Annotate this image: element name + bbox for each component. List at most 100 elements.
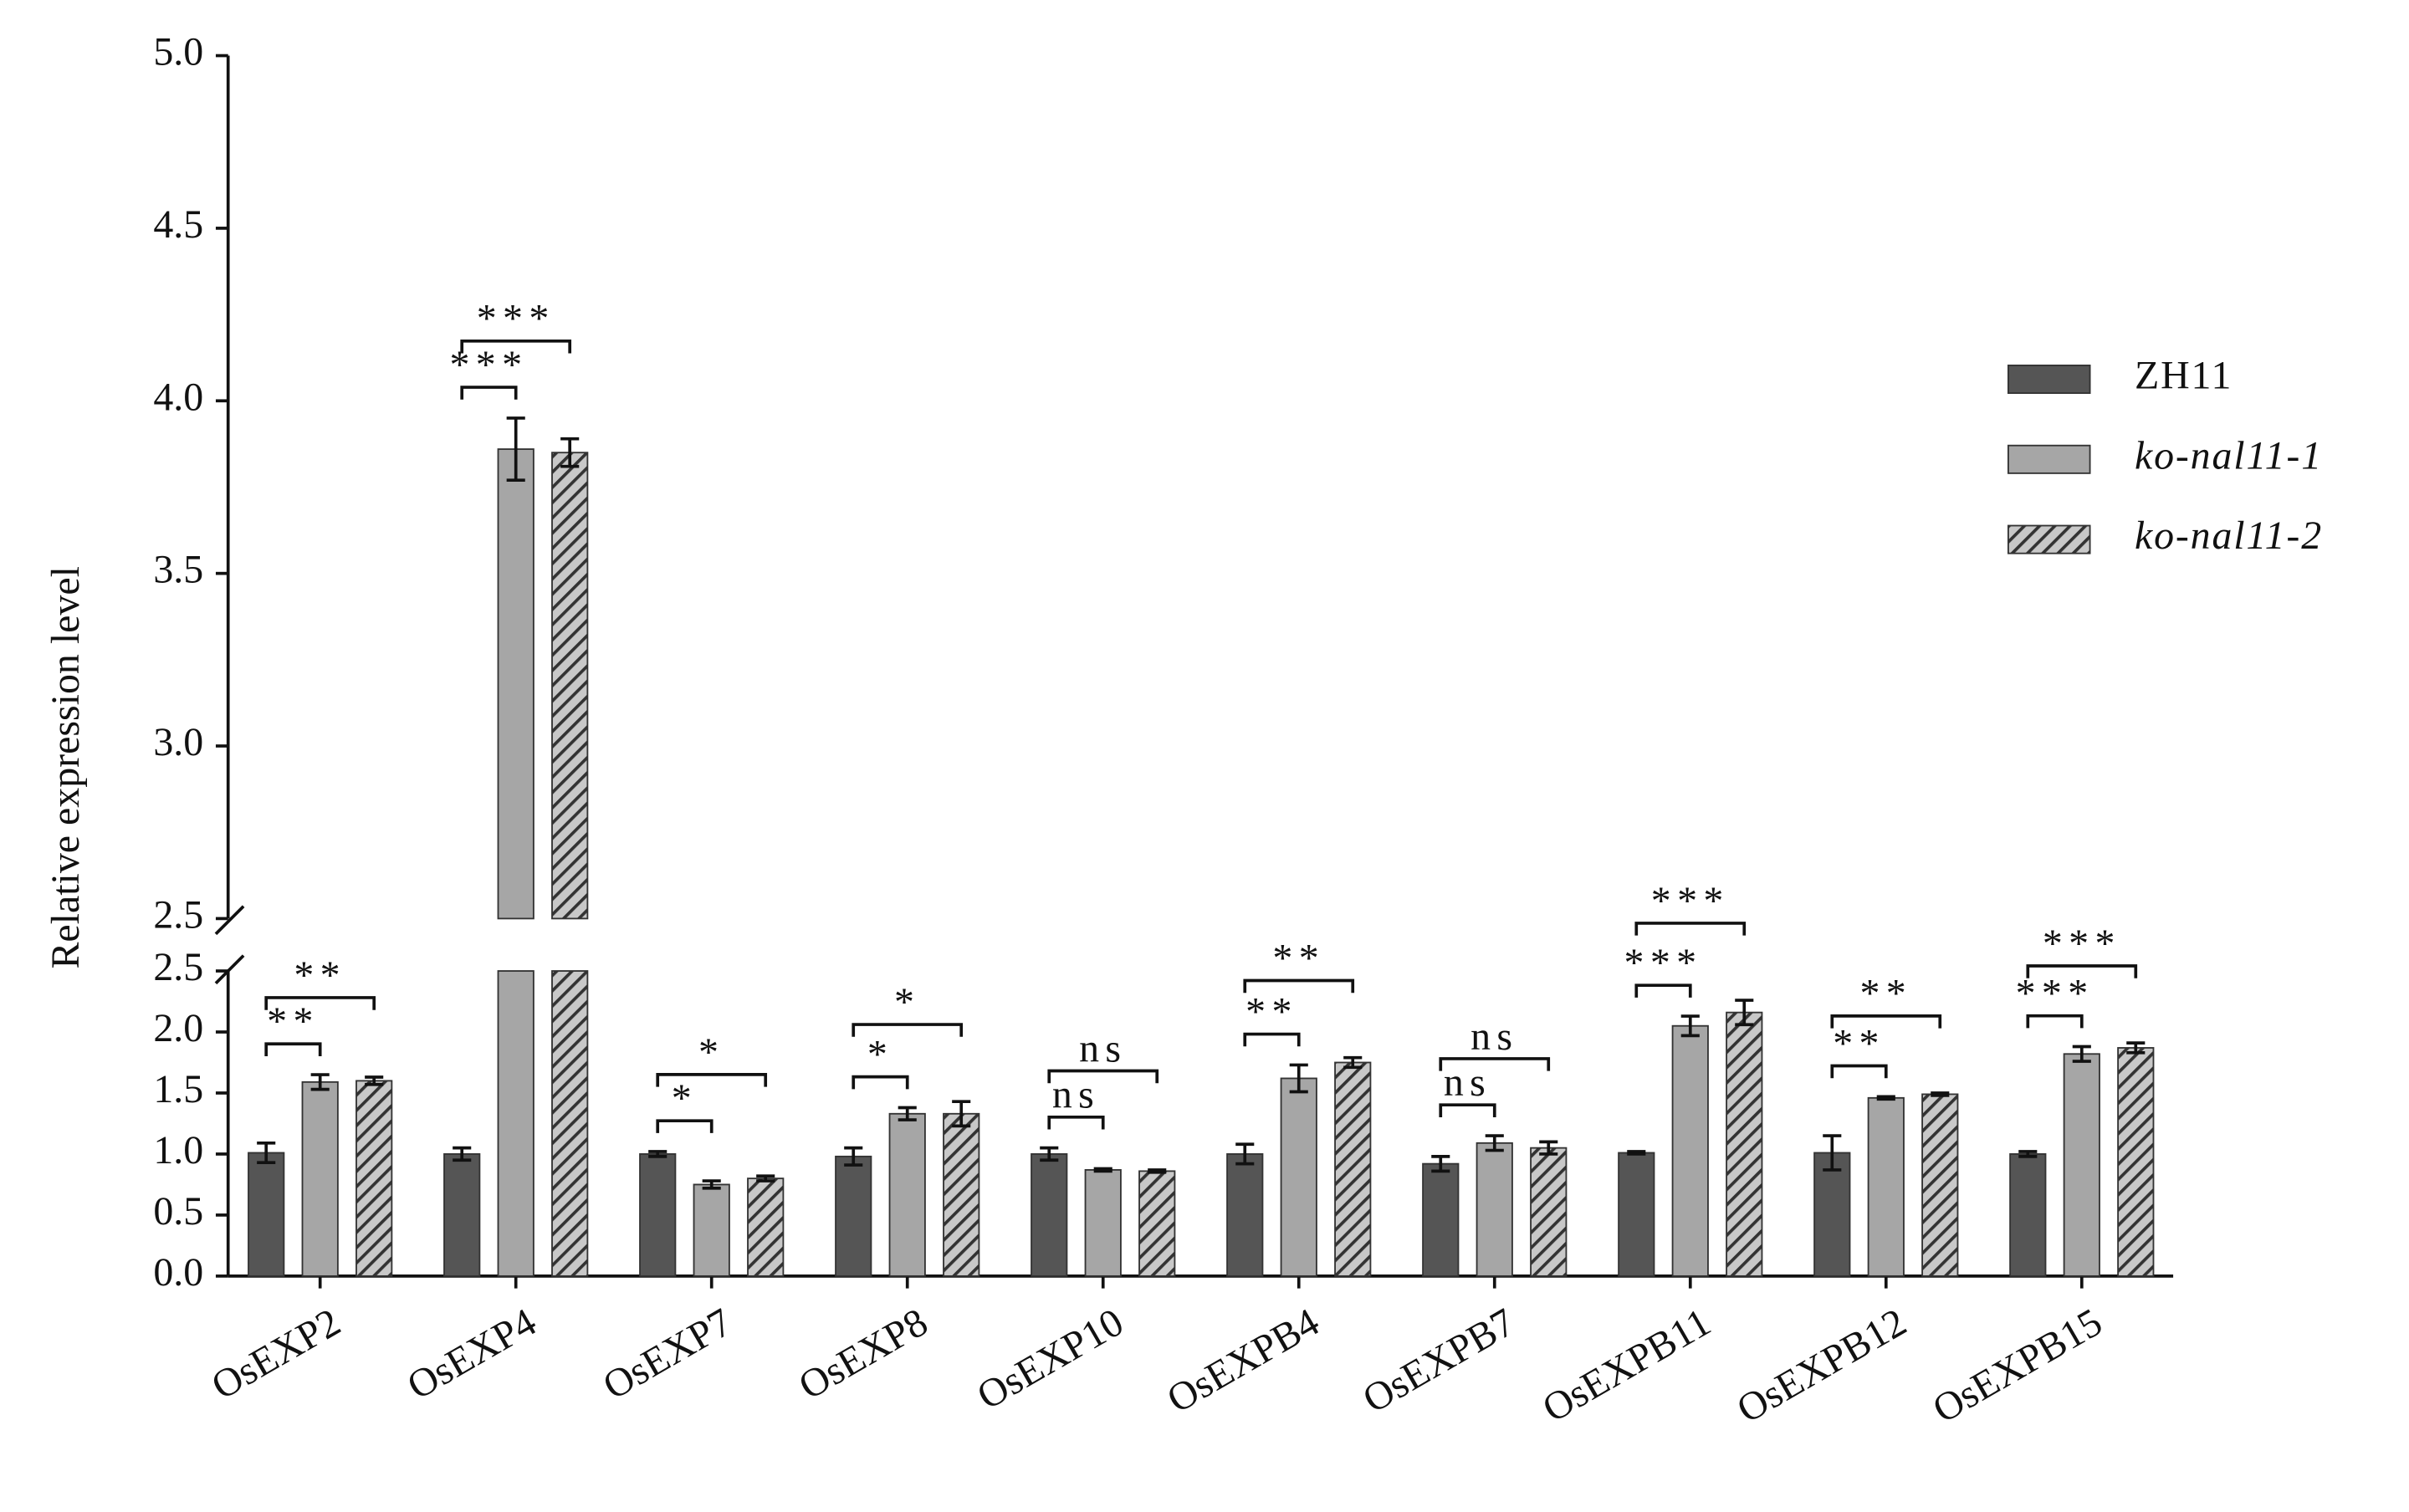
bar: [1813, 1152, 1851, 1277]
x-tick-label: OsEXP4: [400, 1300, 544, 1408]
error-bar: [1040, 1146, 1059, 1162]
bar: [2117, 1047, 2155, 1277]
y-tick-label: 3.0: [153, 720, 203, 764]
error-bar: [952, 1100, 971, 1128]
significance-bracket: [656, 1073, 768, 1087]
bar: [497, 970, 534, 1277]
bar: [1530, 1147, 1568, 1277]
y-tick-label: 4.0: [153, 375, 203, 419]
bar: [1921, 1093, 1959, 1277]
significance-bracket: [1047, 1115, 1105, 1130]
error-bar: [310, 1073, 330, 1091]
significance-label: ns: [1079, 1026, 1127, 1070]
bar: [2063, 1053, 2100, 1277]
significance-bracket: [1830, 1014, 1942, 1029]
legend-swatch: [2008, 444, 2091, 474]
error-bar: [2126, 1041, 2146, 1055]
error-bar: [506, 416, 525, 483]
error-bar: [1931, 1091, 1950, 1097]
y-tick-label: 5.0: [153, 30, 203, 74]
significance-label: **: [1859, 972, 1912, 1016]
x-tick-label: OsEXP2: [204, 1300, 348, 1408]
significance-label: *: [867, 1033, 893, 1077]
significance-label: ns: [1470, 1014, 1518, 1059]
significance-label: ***: [1651, 879, 1730, 923]
y-tick-label: 4.5: [153, 202, 203, 247]
y-tick-label: 3.5: [153, 548, 203, 592]
bar: [497, 448, 534, 920]
y-tick-label: 0.5: [153, 1189, 203, 1234]
bar: [248, 1152, 285, 1277]
bar: [943, 1112, 980, 1277]
significance-bracket: [264, 996, 376, 1010]
bar: [301, 1080, 339, 1277]
legend-swatch: [2008, 524, 2091, 554]
error-bar: [756, 1174, 775, 1183]
bar: [1280, 1077, 1317, 1277]
bar: [551, 970, 589, 1277]
significance-label: **: [267, 999, 320, 1044]
bar: [1476, 1142, 1513, 1277]
bar: [747, 1177, 785, 1277]
error-bar: [1289, 1063, 1308, 1094]
error-bar: [1093, 1167, 1112, 1173]
error-bar: [1539, 1140, 1558, 1156]
y-tick-label: 2.5: [153, 945, 203, 989]
significance-bracket: [1830, 1064, 1888, 1079]
legend-label: ZH11: [2135, 353, 2233, 397]
significance-bracket: [2026, 1014, 2084, 1029]
significance-bracket: [1047, 1069, 1159, 1084]
error-bar: [257, 1141, 276, 1165]
bar: [1422, 1162, 1460, 1277]
significance-bracket: [460, 339, 572, 354]
bar: [551, 452, 589, 920]
error-bar: [1148, 1168, 1167, 1174]
bar: [639, 1153, 677, 1277]
significance-bracket: [1634, 922, 1747, 936]
error-bar: [898, 1106, 917, 1121]
error-bar: [702, 1179, 721, 1190]
significance-label: ***: [1624, 941, 1703, 985]
legend-label: ko-nal11-2: [2135, 513, 2323, 558]
error-bar: [1876, 1095, 1895, 1101]
significance-label: **: [1272, 936, 1325, 980]
bar: [1726, 1011, 1763, 1277]
error-bar: [648, 1150, 667, 1158]
x-tick-label: OsEXPB15: [1926, 1300, 2110, 1432]
error-bar: [2072, 1045, 2091, 1063]
significance-label: ns: [1052, 1073, 1100, 1117]
y-tick-label: 0.0: [153, 1250, 203, 1295]
error-bar: [560, 437, 580, 468]
y-tick-label: 2.0: [153, 1006, 203, 1050]
legend-swatch: [2008, 364, 2091, 394]
error-bar: [453, 1146, 472, 1162]
error-bar: [1485, 1134, 1504, 1152]
x-tick-label: OsEXPB7: [1356, 1300, 1522, 1422]
significance-label: ***: [2043, 922, 2121, 966]
bar: [1031, 1153, 1068, 1277]
error-bar: [365, 1075, 384, 1086]
bar: [1671, 1024, 1709, 1277]
significance-label: ***: [477, 297, 555, 341]
bar: [2009, 1153, 2047, 1277]
error-bar: [1431, 1155, 1450, 1173]
significance-label: *: [672, 1076, 698, 1121]
error-bar: [1343, 1055, 1363, 1070]
error-bar: [1627, 1150, 1646, 1156]
x-tick-label: OsEXP7: [596, 1300, 739, 1408]
significance-bracket: [852, 1075, 909, 1090]
significance-label: ***: [2016, 972, 2094, 1016]
error-bar: [1823, 1134, 1842, 1172]
bar: [1084, 1168, 1122, 1277]
significance-bracket: [2026, 964, 2138, 978]
bar: [355, 1080, 393, 1277]
significance-label: ns: [1444, 1060, 1491, 1105]
significance-label: **: [1245, 989, 1298, 1034]
significance-bracket: [1634, 983, 1692, 998]
y-tick-label: 1.0: [153, 1128, 203, 1172]
bar: [443, 1153, 481, 1277]
significance-bracket: [1439, 1103, 1496, 1117]
significance-bracket: [1243, 978, 1355, 994]
y-tick-label: 1.5: [153, 1067, 203, 1111]
error-bar: [1680, 1014, 1700, 1038]
